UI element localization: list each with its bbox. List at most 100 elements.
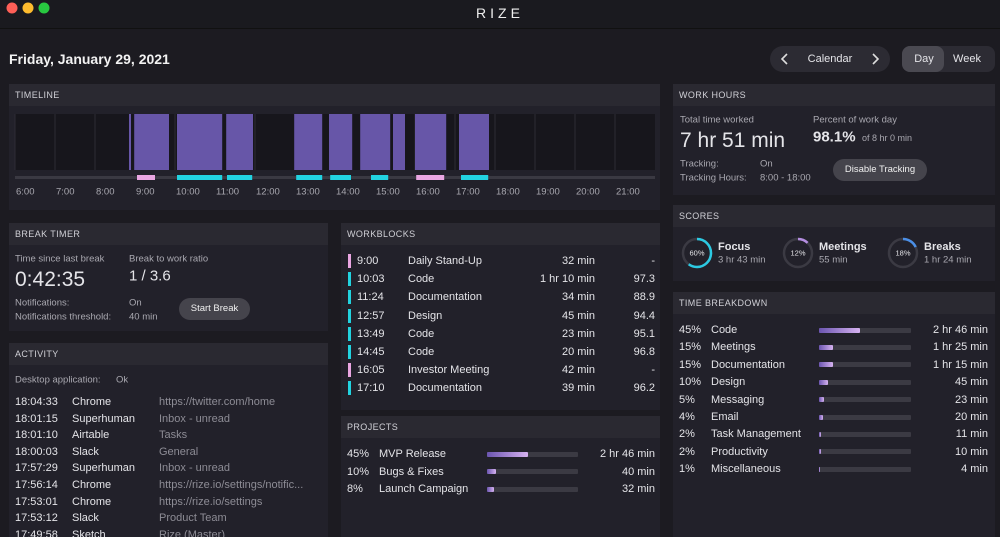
score-duration: 3 hr 43 min bbox=[718, 254, 766, 266]
category-bar bbox=[348, 381, 351, 396]
x-tick-label: 12:00 bbox=[256, 187, 280, 198]
percent: 15% bbox=[679, 341, 702, 354]
duration: 39 min bbox=[561, 382, 595, 395]
work-hours-panel: WORK HOURS Total time worked 7 hr 51 min Pe… bbox=[673, 84, 995, 195]
time: 17:57:29 bbox=[15, 462, 58, 475]
time: 17:53:12 bbox=[15, 512, 58, 525]
name: Meetings bbox=[711, 341, 756, 354]
workblock-marker bbox=[296, 175, 323, 180]
label: Tracking Hours: bbox=[680, 172, 747, 184]
name: Investor Meeting bbox=[408, 364, 490, 377]
next-button[interactable] bbox=[870, 53, 880, 65]
time: 17:49:58 bbox=[15, 528, 58, 537]
percent: 8% bbox=[347, 483, 363, 495]
name: Documentation bbox=[408, 382, 482, 395]
scores-panel: SCORES 60% Focus 3 hr 43 min 12% Meetings 55 m… bbox=[673, 205, 995, 281]
view-week[interactable]: Week bbox=[953, 53, 981, 65]
x-tick-label: 17:00 bbox=[456, 187, 480, 198]
x-tick-label: 18:00 bbox=[496, 187, 520, 198]
percent: 10% bbox=[347, 465, 370, 478]
category-bar bbox=[348, 254, 351, 268]
label: Percent of work day bbox=[813, 114, 897, 126]
nav-label[interactable]: Calendar bbox=[807, 53, 853, 65]
detail: Product Team bbox=[159, 512, 227, 525]
bar-track bbox=[487, 486, 578, 492]
value: On bbox=[129, 297, 142, 309]
button[interactable]: Disable Tracking bbox=[833, 159, 927, 181]
time-block bbox=[393, 114, 405, 170]
score: 96.2 bbox=[633, 382, 655, 395]
score: 96.8 bbox=[633, 346, 655, 358]
detail: https://twitter.com/home bbox=[159, 396, 276, 408]
time: 18:04:33 bbox=[15, 396, 58, 408]
app: Sketch bbox=[72, 528, 106, 537]
score: 88.9 bbox=[633, 291, 655, 304]
score-percent: 60% bbox=[689, 248, 705, 258]
name: Documentation bbox=[711, 358, 785, 371]
bar-track bbox=[819, 397, 911, 403]
detail: General bbox=[159, 445, 199, 458]
name: Documentation bbox=[408, 291, 482, 304]
value: 8:00 - 18:00 bbox=[760, 172, 811, 184]
bar-track bbox=[819, 379, 911, 385]
x-tick-label: 16:00 bbox=[416, 187, 440, 198]
workblock-marker bbox=[371, 175, 389, 180]
x-tick-label: 19:00 bbox=[536, 187, 560, 198]
app: Superhuman bbox=[72, 412, 135, 425]
value: On bbox=[760, 158, 773, 170]
percent: 45% bbox=[347, 448, 370, 460]
total-time: 7 hr 51 min bbox=[680, 129, 786, 152]
bar-track bbox=[819, 431, 911, 437]
duration: 20 min bbox=[954, 411, 988, 423]
prev-button[interactable] bbox=[780, 53, 790, 65]
name: Task Management bbox=[711, 428, 801, 441]
panel-title: TIMELINE bbox=[9, 84, 660, 106]
score: - bbox=[651, 255, 655, 267]
panel-title: WORKBLOCKS bbox=[341, 223, 660, 245]
score-name: Meetings bbox=[819, 241, 867, 253]
name: Code bbox=[711, 324, 738, 336]
calendar-nav: Calendar bbox=[770, 46, 890, 72]
time-breakdown-panel: TIME BREAKDOWN 45% Code 2 hr 46 min 15% Meeti… bbox=[673, 292, 995, 537]
bar-track bbox=[819, 362, 911, 368]
workblock-marker bbox=[330, 175, 351, 180]
category-bar bbox=[348, 345, 351, 359]
app: Chrome bbox=[72, 495, 112, 508]
bar bbox=[819, 414, 823, 420]
bar bbox=[819, 397, 824, 403]
score-duration: 1 hr 24 min bbox=[924, 254, 972, 266]
time: 18:01:10 bbox=[15, 429, 58, 442]
time-block bbox=[129, 114, 131, 170]
score: 94.4 bbox=[633, 309, 655, 322]
app: Slack bbox=[72, 512, 99, 525]
percent-of: of 8 hr 0 min bbox=[862, 133, 913, 143]
time: 9:00 bbox=[357, 255, 379, 267]
panel-title: TIME BREAKDOWN bbox=[673, 292, 995, 314]
category-bar bbox=[348, 363, 351, 378]
category-bar bbox=[348, 272, 351, 287]
bar bbox=[819, 449, 821, 455]
time-block bbox=[360, 114, 391, 170]
app-title: RIZE bbox=[476, 5, 524, 21]
button[interactable]: Start Break bbox=[179, 298, 250, 320]
time: 12:57 bbox=[357, 309, 385, 322]
percent: 4% bbox=[679, 411, 695, 423]
score-ring bbox=[887, 237, 919, 269]
score: 95.1 bbox=[633, 327, 655, 340]
time: 18:00:03 bbox=[15, 445, 58, 458]
x-tick-label: 10:00 bbox=[176, 187, 200, 198]
window-controls[interactable] bbox=[0, 0, 60, 28]
score: - bbox=[651, 364, 655, 377]
score-percent: 18% bbox=[895, 248, 911, 258]
time: 11:24 bbox=[357, 291, 384, 304]
score-ring bbox=[782, 237, 814, 269]
app: Slack bbox=[72, 445, 99, 458]
active-view bbox=[902, 46, 944, 72]
score: 97.3 bbox=[633, 273, 655, 286]
x-tick-label: 14:00 bbox=[336, 187, 360, 198]
time: 10:03 bbox=[357, 273, 385, 286]
x-tick-label: 21:00 bbox=[616, 187, 640, 198]
bar-track bbox=[819, 344, 911, 350]
view-day[interactable]: Day bbox=[914, 53, 934, 65]
time: 16:05 bbox=[357, 364, 385, 377]
